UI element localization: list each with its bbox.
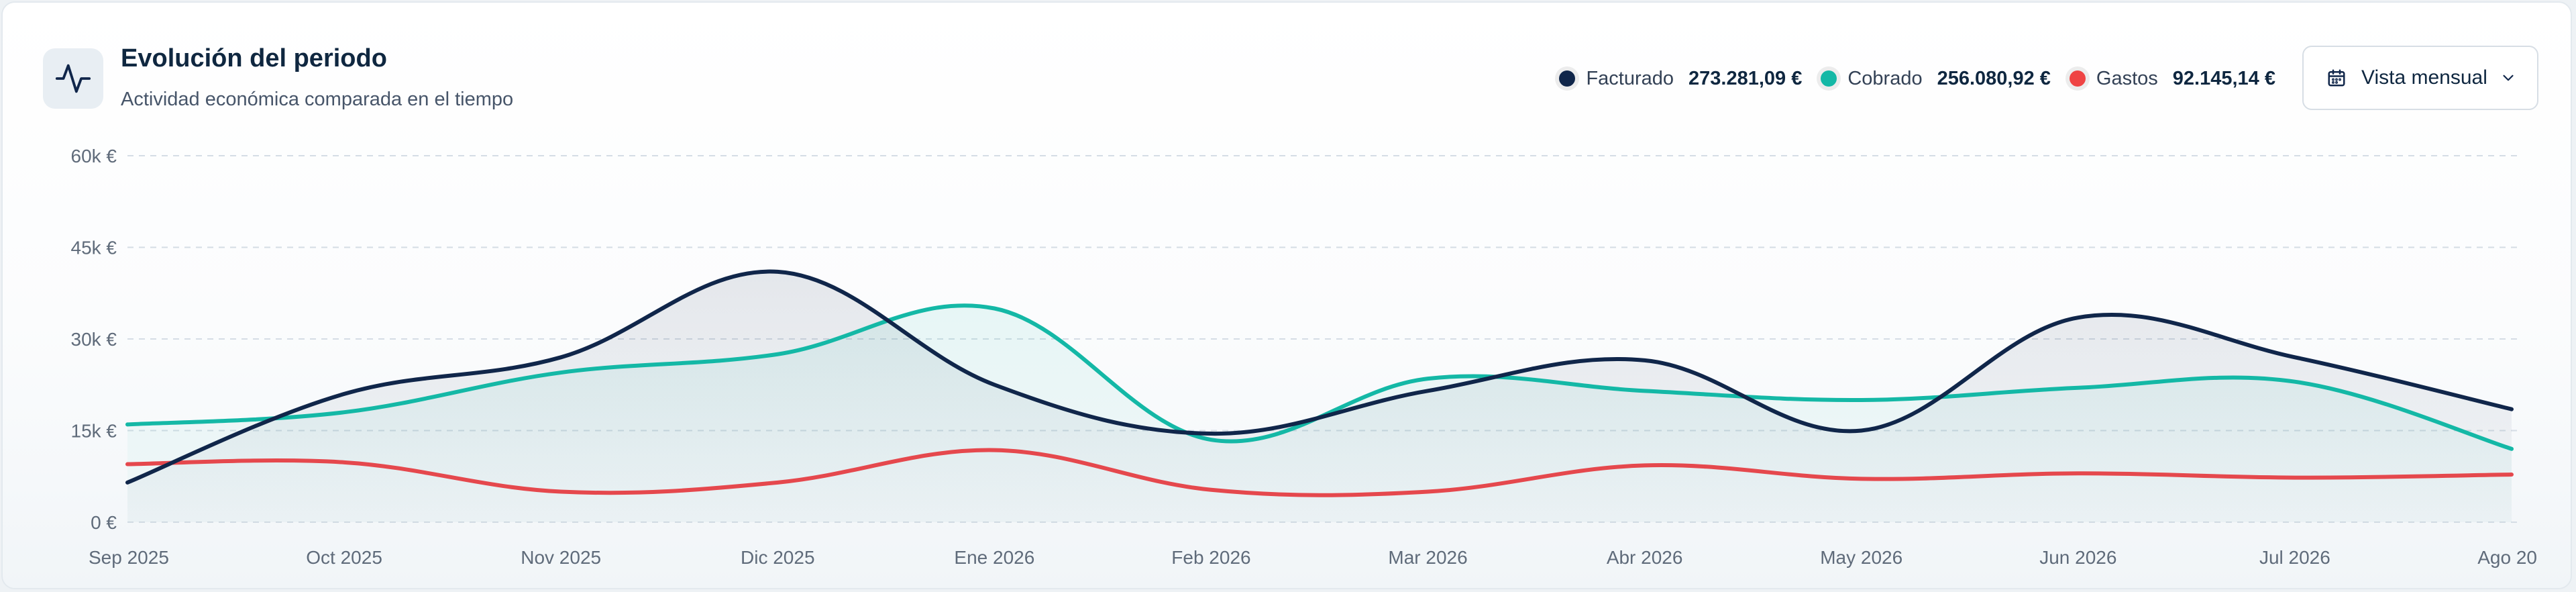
x-tick-label: Nov 2025 (521, 547, 601, 568)
chart-title: Evolución del periodo (121, 44, 387, 72)
legend-dot-facturado (1559, 70, 1576, 87)
series-line-facturado (125, 269, 2514, 485)
legend-label: Gastos (2096, 67, 2158, 89)
x-tick-label: Oct 2025 (306, 547, 382, 568)
series-line-gastos (125, 448, 2514, 497)
legend-label: Facturado (1586, 67, 1674, 89)
x-tick-label: Mar 2026 (1388, 547, 1467, 568)
legend-label: Cobrado (1847, 67, 1923, 89)
view-mode-label: Vista mensual (2361, 66, 2487, 89)
view-mode-dropdown[interactable]: Vista mensual (2302, 46, 2538, 110)
x-tick-label: Sep 2025 (89, 547, 169, 568)
legend-item-facturado: Facturado 273.281,09 € (1559, 68, 1802, 90)
legend-dot-cobrado (1821, 70, 1837, 87)
y-tick-label: 15k € (71, 421, 117, 442)
x-tick-label: May 2026 (1820, 547, 1902, 568)
legend-value: 256.080,92 € (1937, 67, 2051, 89)
series-line-cobrado (125, 303, 2514, 451)
legend-value: 273.281,09 € (1688, 67, 1803, 89)
x-tick-label: Dic 2025 (741, 547, 815, 568)
legend-item-gastos: Gastos 92.145,14 € (2069, 67, 2275, 90)
x-tick-label: Feb 2026 (1171, 547, 1250, 568)
line-chart: 0 € 15k € 30k € 45k € 60k € Sep 2025 Oct 2025 N… (71, 146, 2538, 568)
x-tick-label: Jun 2026 (2039, 547, 2116, 568)
chevron-down-icon (2503, 75, 2514, 81)
y-tick-label: 60k € (71, 146, 117, 166)
series-area-cobrado (127, 305, 2512, 522)
y-tick-label: 45k € (71, 238, 117, 258)
legend-value: 92.145,14 € (2172, 67, 2275, 89)
x-tick-label: Ago 20 (2477, 547, 2537, 568)
y-tick-label: 30k € (71, 329, 117, 350)
activity-pulse-icon (43, 48, 103, 109)
y-tick-label: 0 € (91, 512, 117, 533)
x-tick-label: Jul 2026 (2259, 547, 2330, 568)
x-tick-label: Ene 2026 (954, 547, 1034, 568)
legend: Facturado 273.281,09 € Cobrado 256.080,9… (1540, 63, 2275, 94)
legend-item-cobrado: Cobrado 256.080,92 € (1821, 68, 2051, 90)
chart-subtitle: Actividad económica comparada en el tiem… (121, 89, 514, 110)
legend-dot-gastos (2069, 70, 2086, 87)
x-tick-label: Abr 2026 (1607, 547, 1683, 568)
calendar-icon (2328, 69, 2345, 87)
